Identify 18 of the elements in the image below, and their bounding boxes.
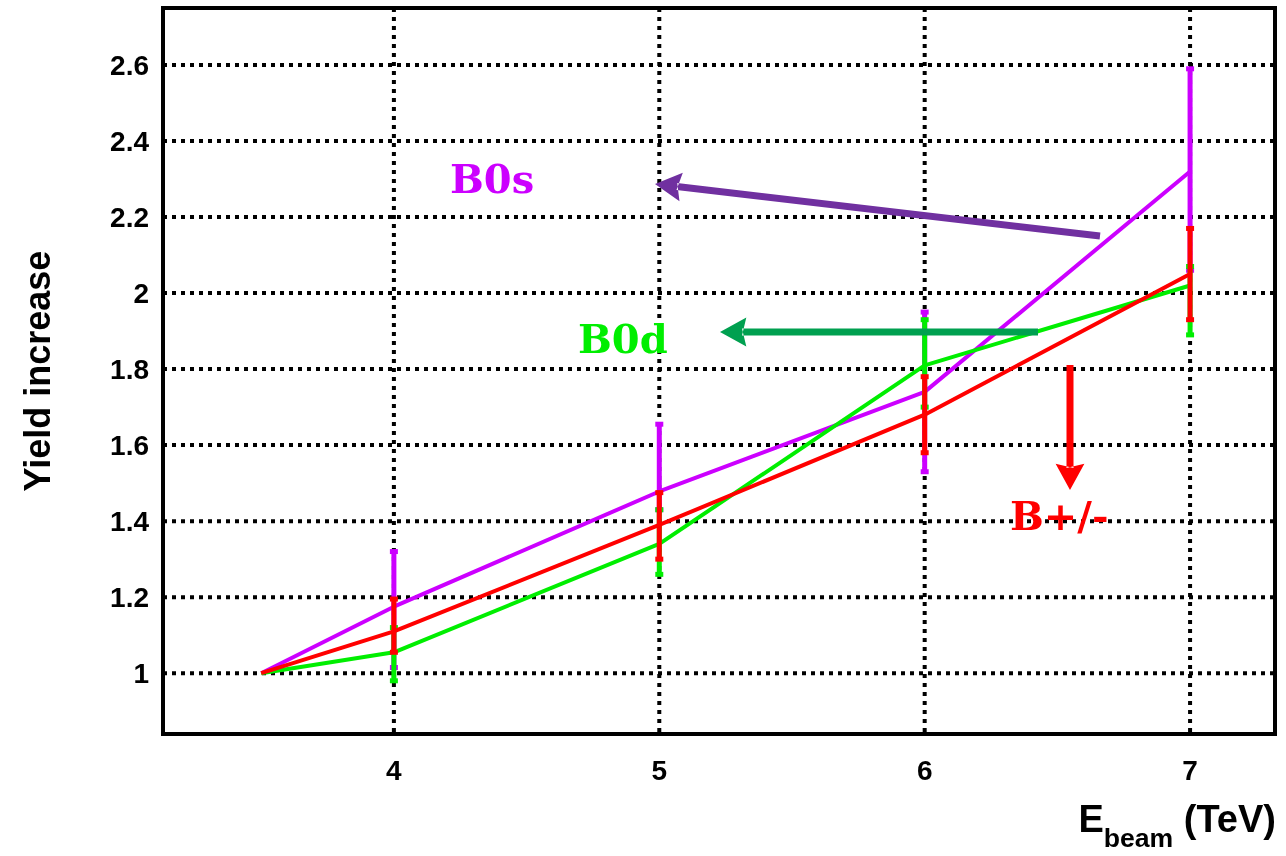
x-tick-label: 6 [916,755,933,786]
text: B+/- [1010,492,1109,539]
text: B0d [578,315,668,362]
x-axis-title: E$_{beam}$ (TeV) [1078,798,1276,853]
y-tick-label: 1.6 [110,430,149,462]
y-tick-label: 1 [133,658,149,690]
x-tick-label: 4 [386,755,403,786]
x-tick-label: 5 [651,755,668,786]
x-tick-label: 7 [1182,755,1198,786]
y-tick-label: 1.2 [110,582,149,614]
y-tick-label: 2.2 [110,202,149,234]
y-axis-title: Yield increase [17,250,58,492]
text: B0s [450,155,535,202]
y-tick-label: 2 [133,278,149,310]
y-tick-label: 1.8 [110,354,149,386]
y-tick-label: 2.4 [110,126,150,158]
y-tick-label: 2.6 [110,50,149,82]
y-tick-label: 1.4 [110,506,150,538]
